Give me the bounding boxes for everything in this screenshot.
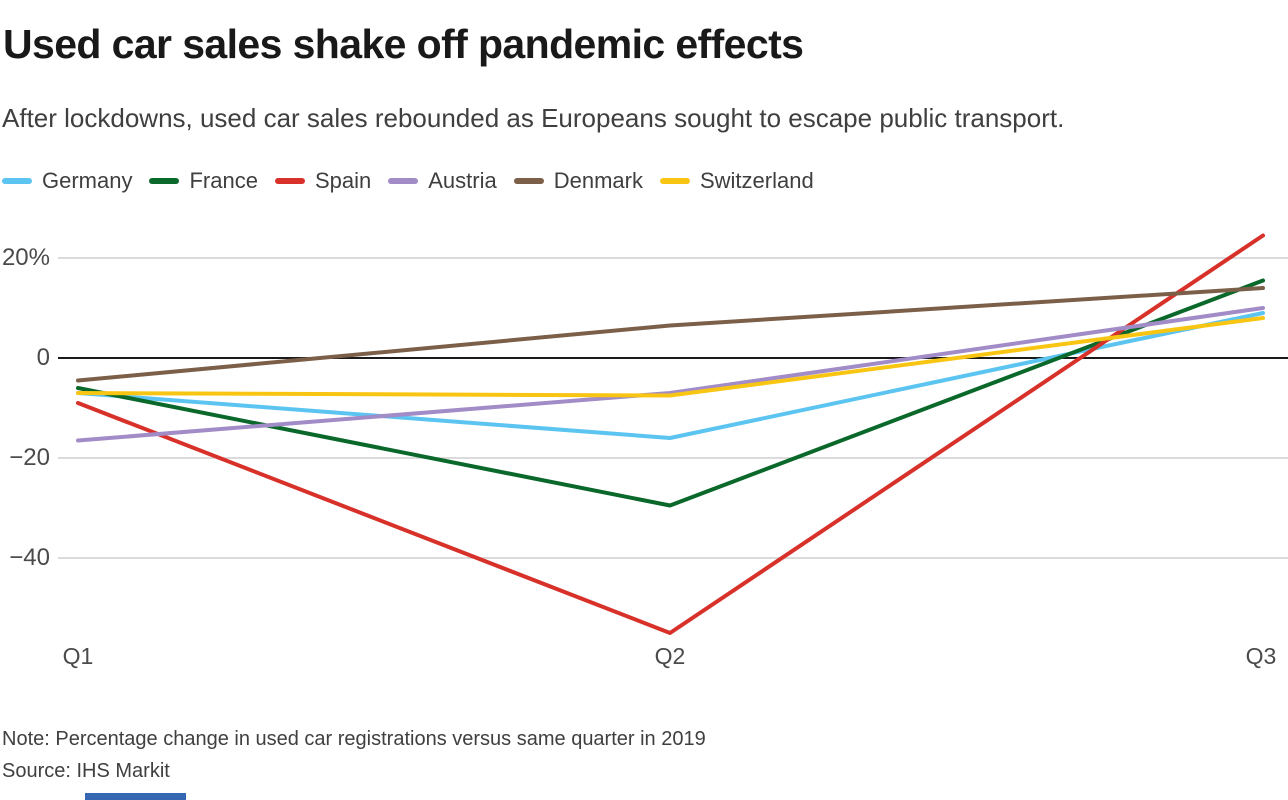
legend-item-austria: Austria [388, 168, 497, 194]
legend-swatch-france-icon [149, 178, 180, 184]
legend-label-germany: Germany [42, 168, 133, 193]
x-axis-tick-label-q2: Q2 [654, 643, 686, 669]
bottom-blue-bar [85, 793, 186, 800]
legend-item-spain: Spain [274, 168, 372, 194]
legend-swatch-austria-icon [388, 178, 419, 184]
series-line-switzerland [76, 316, 1265, 398]
legend-label-denmark: Denmark [553, 168, 643, 193]
legend-item-germany: Germany [2, 168, 132, 194]
y-axis-tick-label-neg20: −20 [9, 444, 50, 471]
series-line-france [76, 278, 1265, 508]
chart-subtitle: After lockdowns, used car sales rebounde… [2, 103, 1065, 133]
legend-item-denmark: Denmark [513, 168, 643, 194]
chart-title: Used car sales shake off pandemic effect… [3, 21, 804, 67]
legend-swatch-switzerland-icon [659, 178, 690, 184]
legend-item-france: France [149, 168, 258, 194]
legend-swatch-denmark-icon [513, 178, 544, 184]
y-axis-tick-label-20: 20% [1, 244, 50, 271]
legend-label-austria: Austria [428, 168, 497, 193]
legend-label-spain: Spain [314, 168, 372, 193]
y-axis-tick-label-0: 0 [36, 344, 50, 371]
chart-source: Source: IHS Markit [2, 760, 170, 782]
legend-label-france: France [189, 168, 258, 193]
legend-swatch-spain-icon [274, 178, 305, 184]
legend-item-switzerland: Switzerland [659, 168, 814, 194]
legend-swatch-germany-icon [2, 178, 32, 184]
x-axis-tick-label-q3: Q3 [1245, 643, 1277, 669]
legend-label-switzerland: Switzerland [699, 168, 814, 193]
chart-legend: Germany France Spain Austria Denmark Swi… [2, 168, 814, 194]
x-axis-tick-label-q1: Q1 [62, 643, 94, 669]
chart-note: Note: Percentage change in used car regi… [2, 728, 706, 750]
series-line-spain [76, 233, 1265, 635]
series-line-denmark [76, 286, 1265, 383]
y-axis-tick-label-neg40: −40 [9, 544, 50, 571]
series-line-austria [76, 306, 1265, 443]
